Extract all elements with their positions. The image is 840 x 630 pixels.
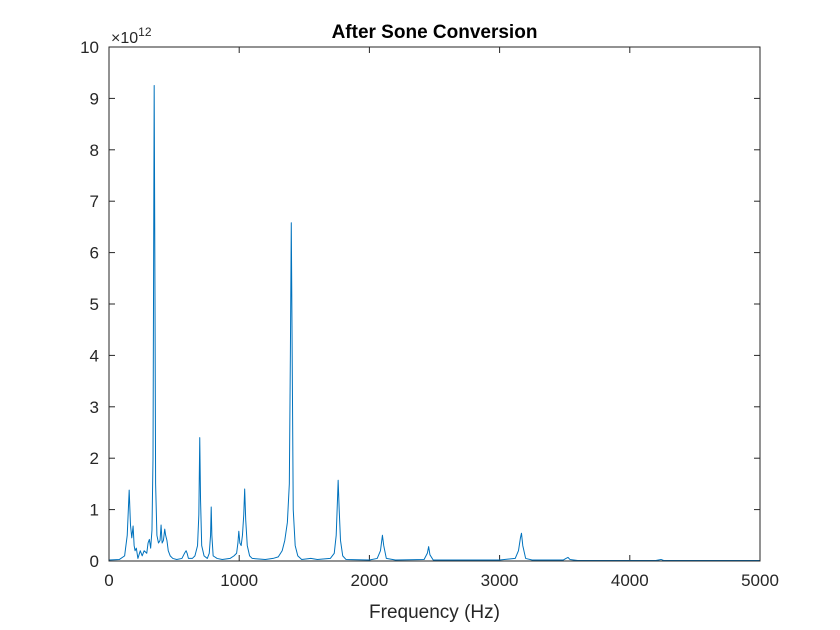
y-tick-label-0: 0 (90, 552, 99, 571)
y-tick-label-8: 8 (90, 141, 99, 160)
y-tick-labels: 0 1 2 3 4 5 6 7 8 9 10 (80, 38, 99, 571)
x-tick-label-3: 3000 (481, 571, 519, 590)
y-tick-label-2: 2 (90, 449, 99, 468)
y-tick-label-9: 9 (90, 89, 99, 108)
x-tick-labels: 0 1000 2000 3000 4000 5000 (104, 571, 779, 590)
y-exponent-base: ×10 (111, 30, 138, 47)
y-tick-label-3: 3 (90, 398, 99, 417)
y-tick-label-4: 4 (90, 346, 99, 365)
y-tick-label-6: 6 (90, 244, 99, 263)
y-tick-label-10: 10 (80, 38, 99, 57)
y-tick-label-5: 5 (90, 295, 99, 314)
x-tick-label-2: 2000 (350, 571, 388, 590)
x-tick-label-5: 5000 (741, 571, 779, 590)
y-exponent-power: 12 (138, 25, 152, 39)
y-exponent-label: ×1012 (111, 25, 152, 47)
plot-area (109, 47, 760, 561)
chart-title: After Sone Conversion (332, 22, 538, 43)
x-axis-label: Frequency (Hz) (369, 602, 500, 623)
series-line-1 (108, 85, 760, 561)
x-tick-label-0: 0 (104, 571, 113, 590)
axes-box (108, 46, 761, 562)
y-tick-label-7: 7 (90, 192, 99, 211)
x-tick-label-1: 1000 (220, 571, 258, 590)
y-tick-label-1: 1 (90, 501, 99, 520)
x-tick-label-4: 4000 (611, 571, 649, 590)
